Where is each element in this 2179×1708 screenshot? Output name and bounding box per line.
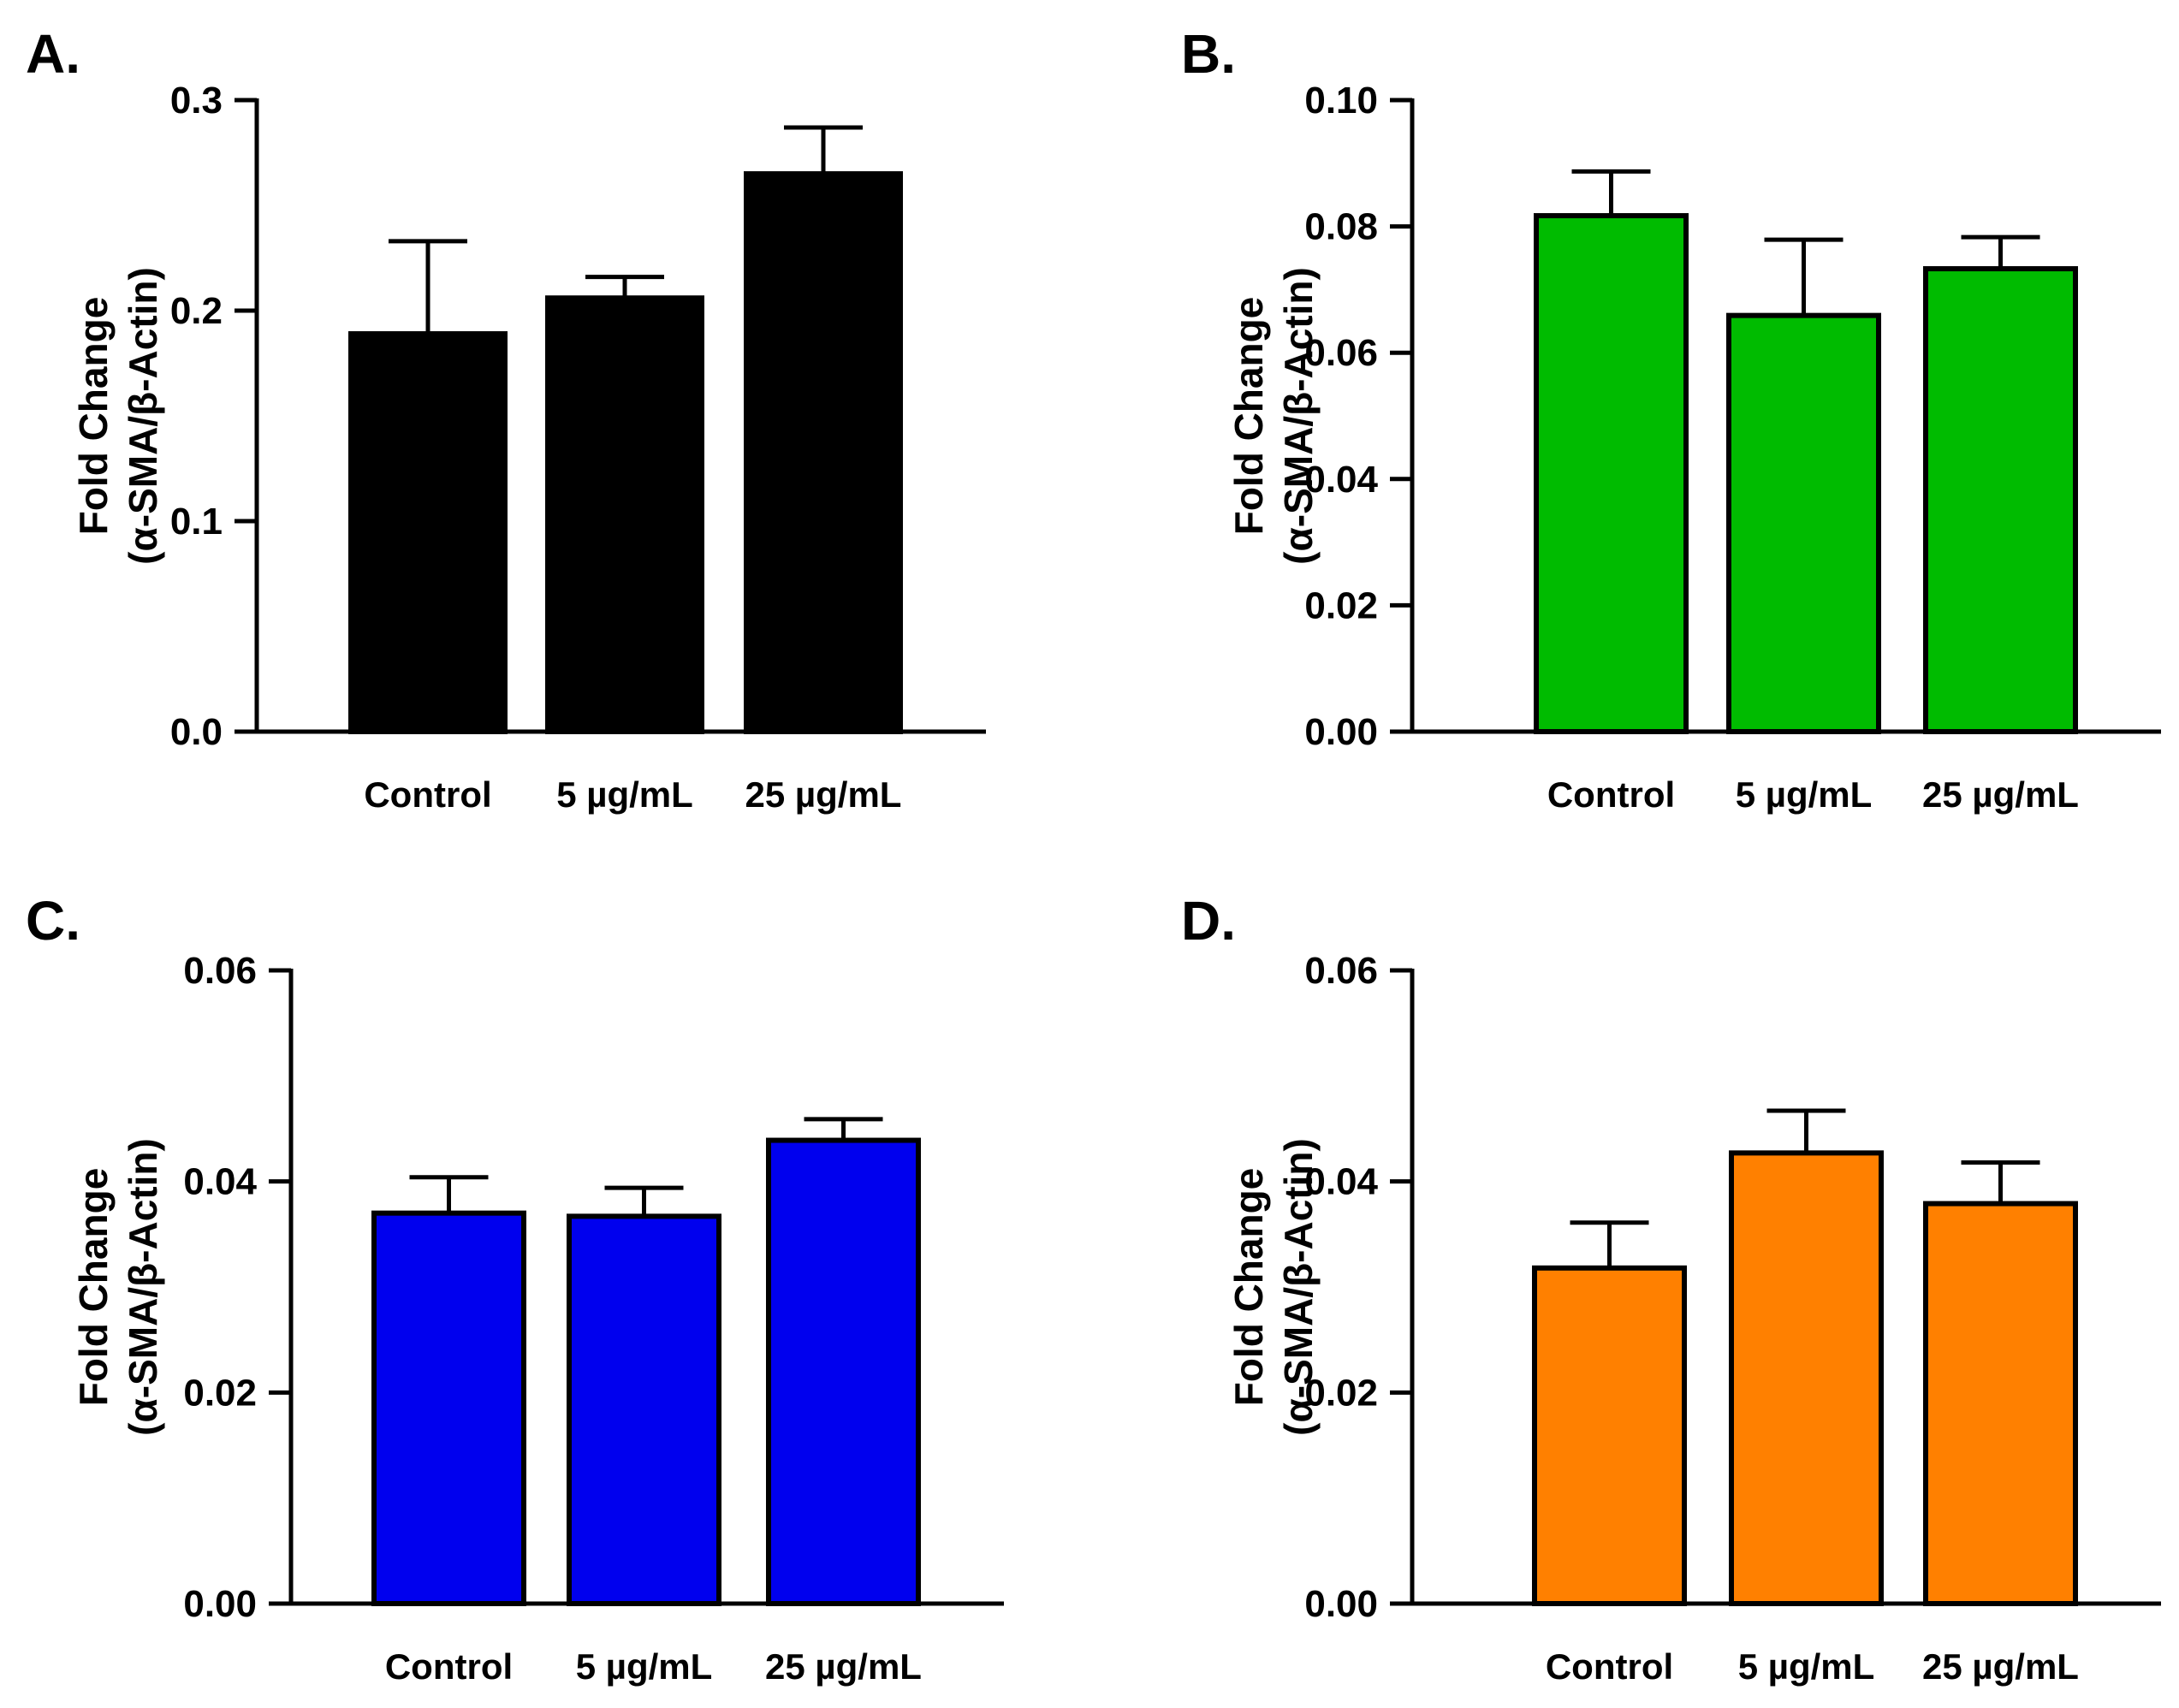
y-tick-label: 0.06 <box>1304 332 1378 374</box>
y-tick-label: 0.04 <box>183 1161 257 1203</box>
y-axis-title-line1: Fold Change <box>1226 1168 1271 1407</box>
bar <box>744 171 903 735</box>
y-axis-title-line1: Fold Change <box>71 297 116 536</box>
x-tick-label: Control <box>1546 1646 1673 1687</box>
y-axis-title-line1: Fold Change <box>71 1168 116 1407</box>
y-tick-label: 0.0 <box>170 711 223 753</box>
bar <box>1534 213 1689 734</box>
panel-letter: B. <box>1181 23 1236 85</box>
y-tick-label: 0.04 <box>1304 1161 1378 1203</box>
x-tick-label: Control <box>364 774 491 815</box>
bar <box>567 1213 721 1607</box>
bar <box>545 295 704 734</box>
x-tick-label: Control <box>1547 774 1675 815</box>
bar <box>1923 266 2078 734</box>
y-tick-label: 0.02 <box>1304 584 1378 626</box>
x-tick-label: 5 µg/mL <box>576 1646 713 1687</box>
bar <box>348 331 508 734</box>
y-tick-label: 0.02 <box>183 1372 257 1414</box>
y-tick-label: 0.3 <box>170 80 223 122</box>
bar <box>766 1137 921 1606</box>
panel-letter: C. <box>26 890 80 952</box>
panel-letter: A. <box>26 23 80 85</box>
y-axis-title-line2: (α-SMA/β-Actin) <box>1276 267 1321 565</box>
y-tick-label: 0.06 <box>1304 950 1378 992</box>
y-tick-label: 0.00 <box>1304 711 1378 753</box>
y-axis-title-line2: (α-SMA/β-Actin) <box>121 267 165 565</box>
bar <box>1726 312 1881 734</box>
bar <box>1532 1265 1687 1607</box>
panel-letter: D. <box>1181 890 1236 952</box>
y-tick-label: 0.06 <box>183 950 257 992</box>
y-tick-label: 0.00 <box>1304 1583 1378 1625</box>
x-tick-label: 5 µg/mL <box>556 774 693 815</box>
y-tick-label: 0.02 <box>1304 1372 1378 1414</box>
chart-panel-2: B. 0.00 0.02 0.04 0.06 0.08 0.10 Control 5 µg/mL… <box>1181 23 2161 815</box>
y-tick-label: 0.2 <box>170 290 223 332</box>
x-tick-label: 25 µg/mL <box>1922 774 2079 815</box>
y-tick-label: 0.00 <box>183 1583 257 1625</box>
y-axis-title-line2: (α-SMA/β-Actin) <box>121 1138 165 1436</box>
x-tick-label: 25 µg/mL <box>745 774 902 815</box>
y-tick-label: 0.08 <box>1304 206 1378 248</box>
x-tick-label: 5 µg/mL <box>1738 1646 1875 1687</box>
y-tick-label: 0.10 <box>1304 80 1378 122</box>
bar <box>1923 1201 2078 1606</box>
chart-panel-1: A. 0.0 0.1 0.2 0.3 Control 5 µg/mL 25 µg/mL Fold… <box>26 23 986 815</box>
y-tick-label: 0.04 <box>1304 459 1378 501</box>
x-tick-label: 5 µg/mL <box>1736 774 1873 815</box>
x-tick-label: Control <box>385 1646 513 1687</box>
bar <box>371 1210 526 1606</box>
y-axis-title-line2: (α-SMA/β-Actin) <box>1276 1138 1321 1436</box>
x-tick-label: 25 µg/mL <box>765 1646 922 1687</box>
chart-panel-4: D. 0.00 0.02 0.04 0.06 Control 5 µg/mL 25 µg/mL… <box>1181 890 2161 1687</box>
y-tick-label: 0.1 <box>170 501 223 543</box>
y-axis-title-line1: Fold Change <box>1226 297 1271 536</box>
bar <box>1729 1150 1884 1607</box>
x-tick-label: 25 µg/mL <box>1922 1646 2079 1687</box>
chart-panel-3: C. 0.00 0.02 0.04 0.06 Control 5 µg/mL 25 µg/mL… <box>26 890 1004 1687</box>
